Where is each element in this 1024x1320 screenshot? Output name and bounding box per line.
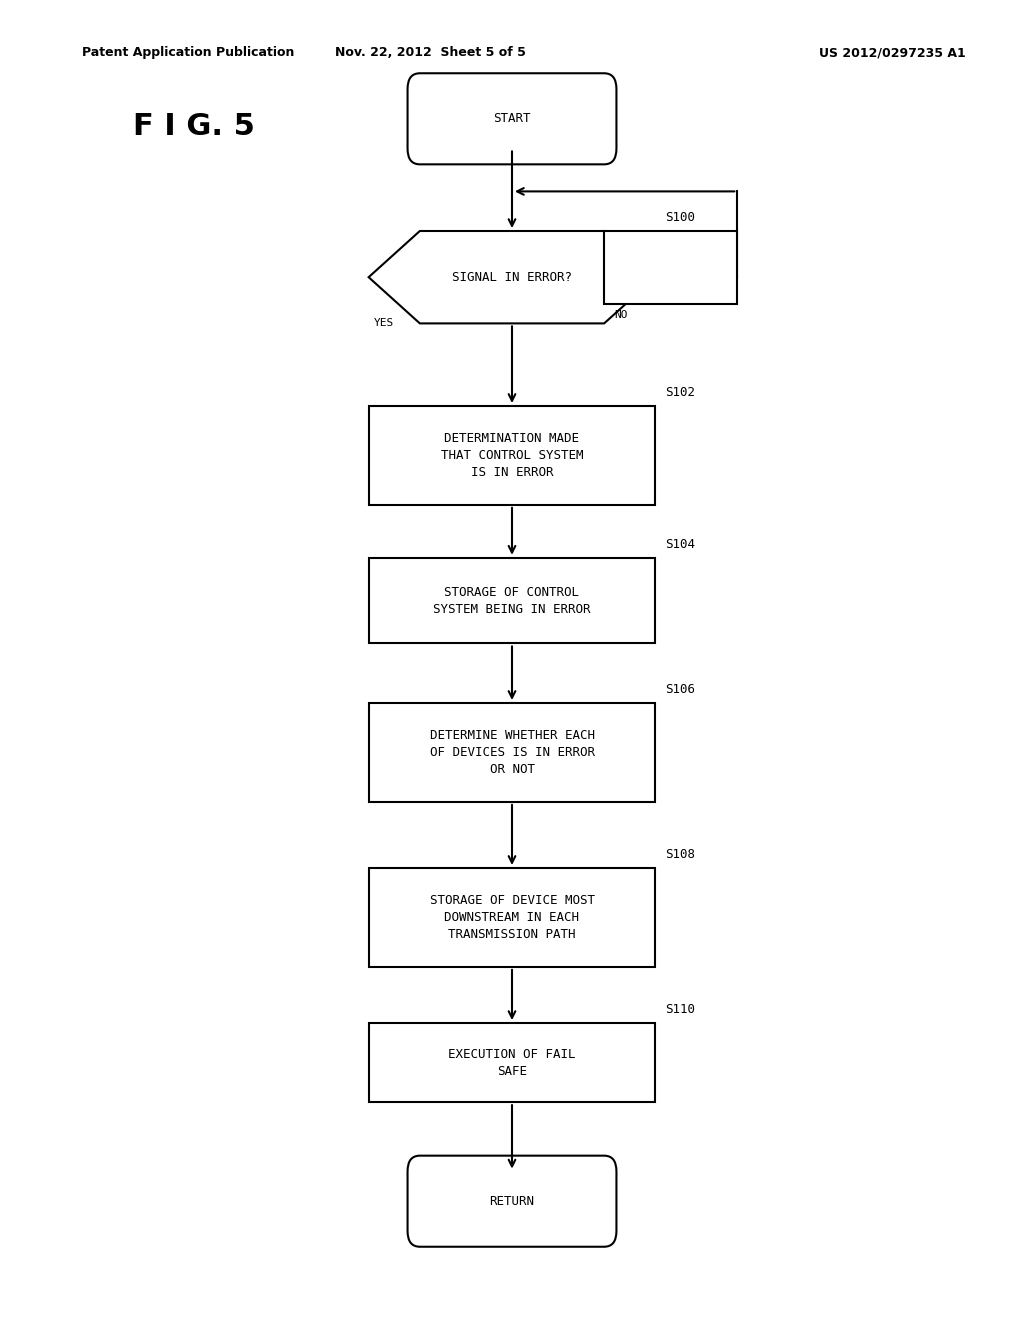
Text: EXECUTION OF FAIL
SAFE: EXECUTION OF FAIL SAFE [449, 1048, 575, 1077]
Bar [369, 869, 655, 966]
Text: US 2012/0297235 A1: US 2012/0297235 A1 [819, 46, 966, 59]
Text: DETERMINATION MADE
THAT CONTROL SYSTEM
IS IN ERROR: DETERMINATION MADE THAT CONTROL SYSTEM I… [440, 432, 584, 479]
Text: Patent Application Publication: Patent Application Publication [82, 46, 294, 59]
Text: YES: YES [374, 318, 394, 329]
Polygon shape [369, 231, 655, 323]
Text: F I G. 5: F I G. 5 [133, 112, 255, 141]
Text: START: START [494, 112, 530, 125]
Text: S102: S102 [666, 387, 695, 399]
Text: S110: S110 [666, 1003, 695, 1016]
Text: STORAGE OF CONTROL
SYSTEM BEING IN ERROR: STORAGE OF CONTROL SYSTEM BEING IN ERROR [433, 586, 591, 615]
FancyBboxPatch shape [408, 1156, 616, 1246]
Text: S104: S104 [666, 539, 695, 552]
Text: S100: S100 [666, 211, 695, 224]
Text: Nov. 22, 2012  Sheet 5 of 5: Nov. 22, 2012 Sheet 5 of 5 [335, 46, 525, 59]
Bar [604, 231, 737, 304]
Text: RETURN: RETURN [489, 1195, 535, 1208]
Bar [369, 407, 655, 504]
Bar [369, 1023, 655, 1102]
Text: S106: S106 [666, 684, 695, 697]
FancyBboxPatch shape [408, 73, 616, 164]
Text: SIGNAL IN ERROR?: SIGNAL IN ERROR? [452, 271, 572, 284]
Text: STORAGE OF DEVICE MOST
DOWNSTREAM IN EACH
TRANSMISSION PATH: STORAGE OF DEVICE MOST DOWNSTREAM IN EAC… [429, 894, 595, 941]
Text: S108: S108 [666, 849, 695, 862]
Text: NO: NO [614, 310, 628, 321]
Text: DETERMINE WHETHER EACH
OF DEVICES IS IN ERROR
OR NOT: DETERMINE WHETHER EACH OF DEVICES IS IN … [429, 729, 595, 776]
Bar [369, 557, 655, 643]
Bar [369, 702, 655, 801]
